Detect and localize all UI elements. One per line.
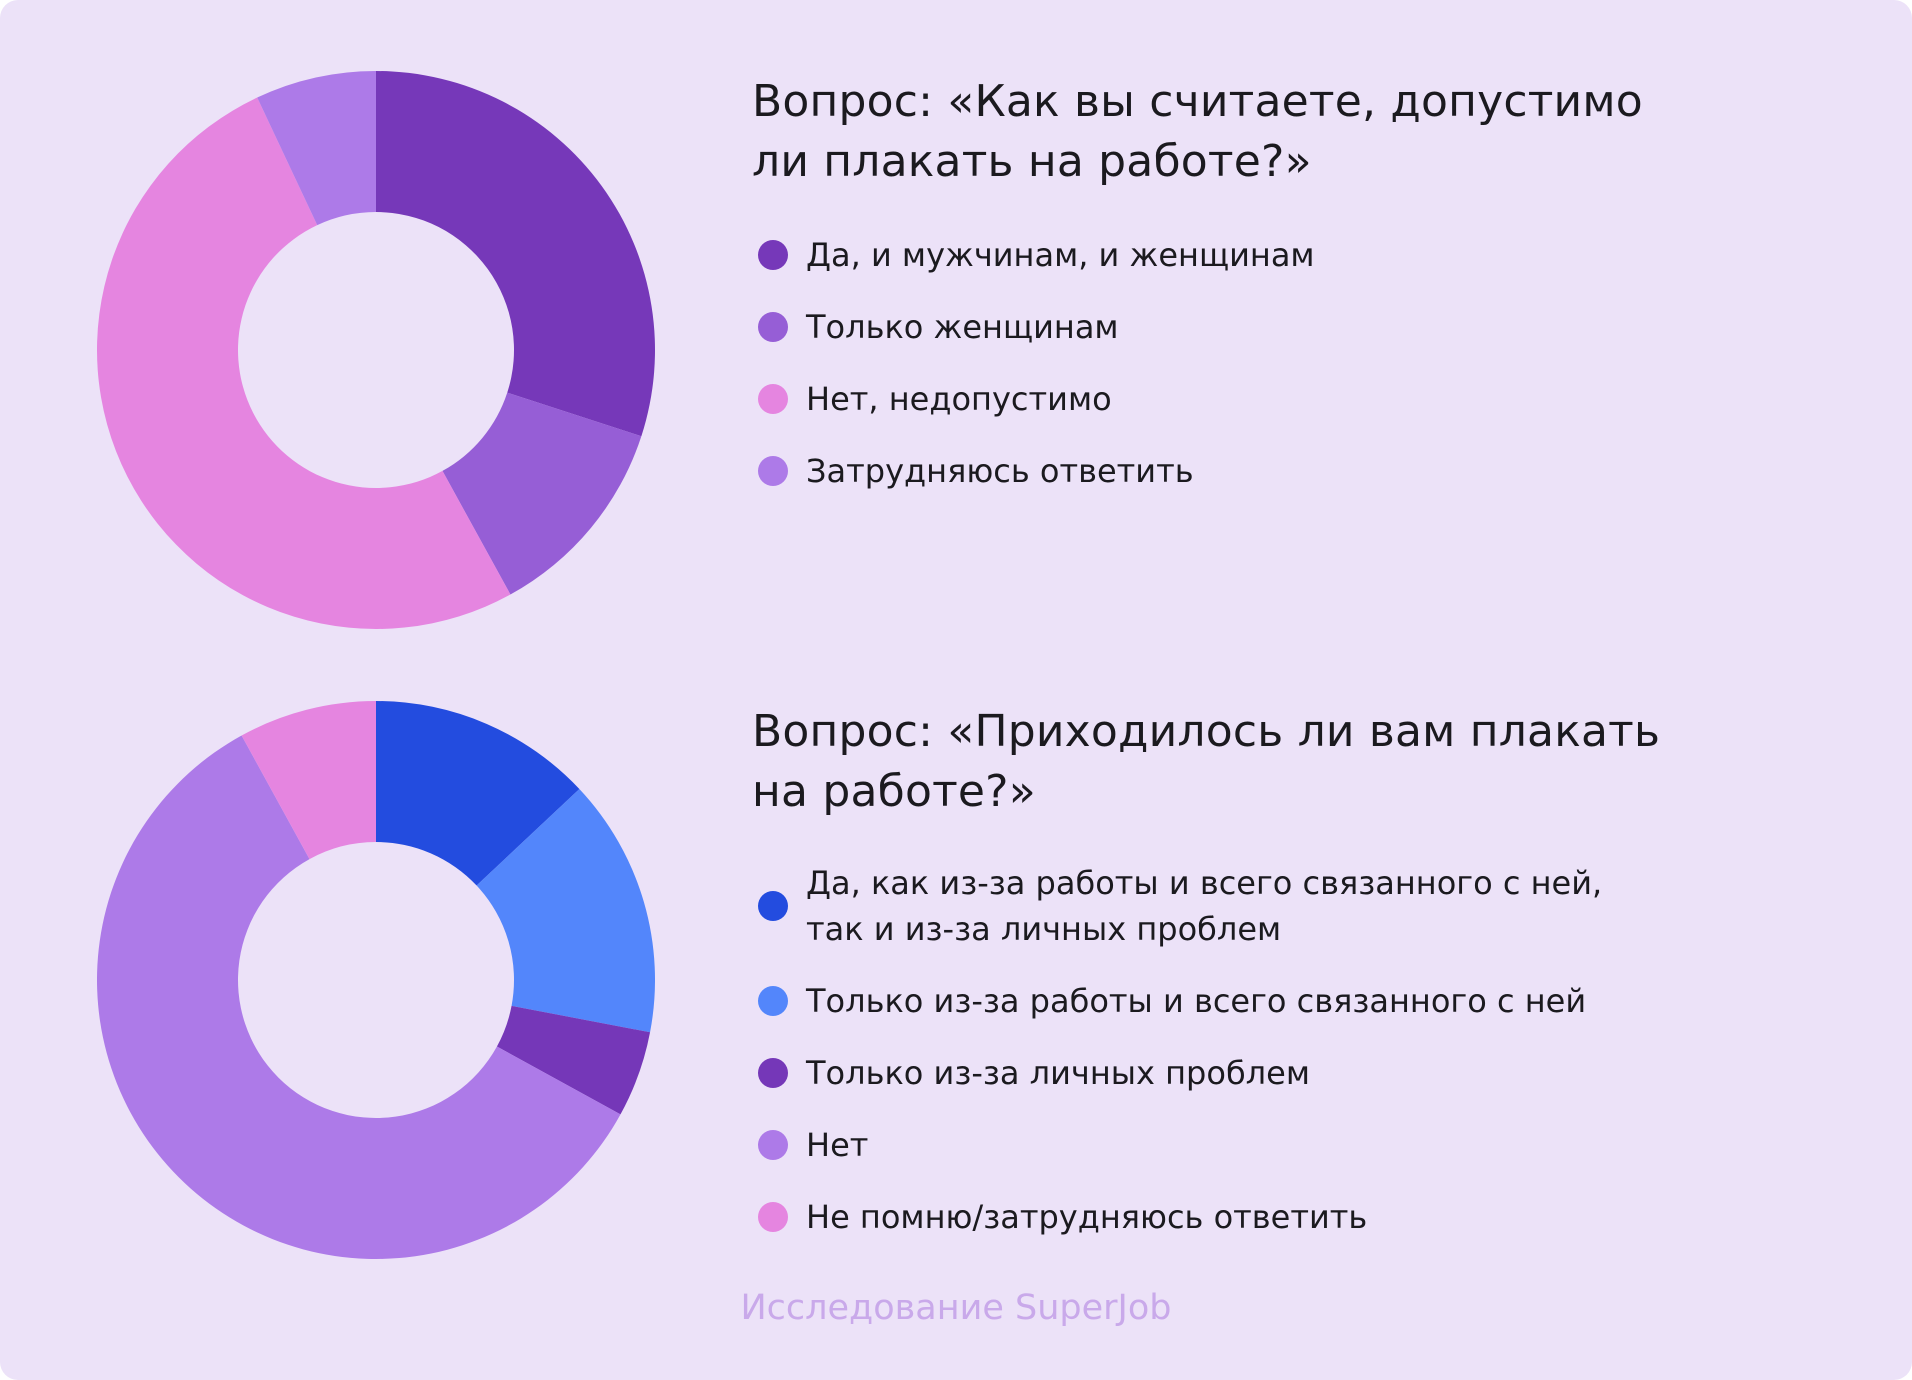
donut-segment — [476, 789, 655, 1033]
donut-segment — [97, 97, 511, 629]
donut-segment — [496, 1005, 651, 1115]
legend-chart-2: Да, как из-за работы и всего связанного … — [758, 860, 1746, 1266]
question-2-title: Вопрос: «Приходилось ли вам плакать на р… — [752, 702, 1762, 822]
legend-dot-icon — [758, 384, 788, 414]
legend-dot-icon — [758, 1058, 788, 1088]
source-footer: Исследование SuperJob — [740, 1288, 1172, 1328]
legend-label: Только из-за работы и всего связанного с… — [806, 982, 1587, 1020]
legend-label-line-2: так и из-за личных проблем — [806, 910, 1282, 948]
legend-item: Затрудняюсь ответить — [758, 448, 1746, 494]
legend-item: Нет, недопустимо — [758, 376, 1746, 422]
donut-chart-2-svg — [97, 701, 655, 1259]
legend-dot-icon — [758, 986, 788, 1016]
legend-chart-1: Да, и мужчинам, и женщинам Только женщин… — [758, 232, 1746, 520]
legend-item: Да, и мужчинам, и женщинам — [758, 232, 1746, 278]
legend-item: Нет — [758, 1122, 1746, 1168]
donut-segment — [257, 71, 376, 226]
legend-label: Нет — [806, 1126, 869, 1164]
donut-segment — [442, 392, 642, 595]
legend-item: Только женщинам — [758, 304, 1746, 350]
question-1-title-line-2: ли плакать на работе?» — [752, 136, 1312, 187]
legend-dot-icon — [758, 456, 788, 486]
donut-segment — [241, 701, 376, 860]
legend-item: Только из-за работы и всего связанного с… — [758, 978, 1746, 1024]
legend-dot-icon — [758, 1202, 788, 1232]
legend-label: Только из-за личных проблем — [806, 1054, 1310, 1092]
question-1-title: Вопрос: «Как вы считаете, допустимо ли п… — [752, 72, 1762, 192]
donut-segment — [376, 701, 580, 886]
legend-label: Не помню/затрудняюсь ответить — [806, 1198, 1368, 1236]
question-1-title-line-1: Вопрос: «Как вы считаете, допустимо — [752, 76, 1643, 127]
donut-segment — [376, 71, 655, 437]
legend-dot-icon — [758, 891, 788, 921]
legend-label: Да, и мужчинам, и женщинам — [806, 236, 1315, 274]
donut-chart-1-svg — [97, 71, 655, 629]
legend-label: Нет, недопустимо — [806, 380, 1112, 418]
legend-dot-icon — [758, 240, 788, 270]
legend-item: Не помню/затрудняюсь ответить — [758, 1194, 1746, 1240]
donut-segment — [97, 735, 621, 1259]
question-2-title-line-2: на работе?» — [752, 766, 1036, 817]
donut-chart-crying-acceptable — [97, 71, 655, 629]
donut-chart-cried-at-work — [97, 701, 655, 1259]
legend-dot-icon — [758, 1130, 788, 1160]
legend-item: Только из-за личных проблем — [758, 1050, 1746, 1096]
legend-dot-icon — [758, 312, 788, 342]
legend-label: Затрудняюсь ответить — [806, 452, 1194, 490]
legend-label: Только женщинам — [806, 308, 1119, 346]
legend-item: Да, как из-за работы и всего связанного … — [758, 860, 1746, 952]
question-2-title-line-1: Вопрос: «Приходилось ли вам плакать — [752, 706, 1661, 757]
legend-label-line-1: Да, как из-за работы и всего связанного … — [806, 864, 1603, 902]
